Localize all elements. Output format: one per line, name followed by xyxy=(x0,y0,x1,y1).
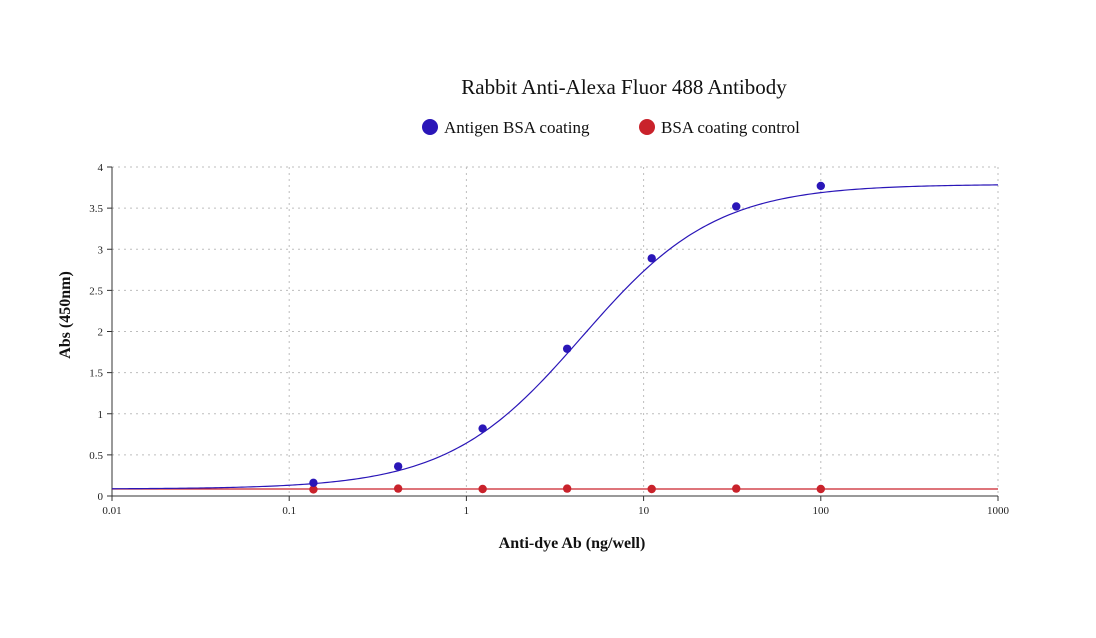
y-tick-label: 0 xyxy=(98,491,104,503)
data-point-bsa-control xyxy=(562,484,572,493)
data-point-bsa-control xyxy=(478,484,487,494)
y-tick-label: 4 xyxy=(98,162,104,174)
legend-marker-bsa-control xyxy=(639,119,655,135)
data-point-bsa-control xyxy=(647,484,656,494)
data-point-bsa-control xyxy=(309,485,318,494)
data-point-antigen-bsa xyxy=(816,181,825,191)
legend-item-bsa-control: BSA coating control xyxy=(639,118,800,137)
legend: Antigen BSA coating BSA coating control xyxy=(422,118,800,137)
y-axis-title: Abs (450nm) xyxy=(57,271,74,359)
data-point-bsa-control xyxy=(732,484,741,493)
x-tick-label: 1000 xyxy=(987,505,1010,517)
data-point-antigen-bsa xyxy=(478,424,487,433)
data-point-antigen-bsa xyxy=(393,462,403,471)
x-axis-title: Anti-dye Ab (ng/well) xyxy=(499,535,646,552)
tick-labels: 0.01 0.1 1 10 100 1000 0 0.5 1 1.5 2 2.5 3 3.5 4 xyxy=(89,162,1009,517)
legend-marker-antigen-bsa xyxy=(422,119,438,135)
data-point-bsa-control xyxy=(816,484,825,494)
data-point-bsa-control xyxy=(393,484,403,493)
legend-label-antigen-bsa: Antigen BSA coating xyxy=(444,118,590,137)
fit-curves xyxy=(111,184,999,490)
x-tick-label: 10 xyxy=(638,505,650,517)
y-tick-label: 3.5 xyxy=(89,203,103,215)
x-tick-label: 100 xyxy=(813,505,830,517)
data-point-antigen-bsa xyxy=(732,202,741,211)
legend-item-antigen-bsa: Antigen BSA coating xyxy=(422,118,590,137)
y-tick-label: 3 xyxy=(98,244,104,256)
x-tick-label: 0.1 xyxy=(282,505,296,517)
y-tick-label: 2 xyxy=(98,327,104,339)
data-point-antigen-bsa xyxy=(647,254,656,263)
axes xyxy=(107,166,999,501)
grid xyxy=(112,166,999,496)
x-tick-label: 1 xyxy=(464,505,470,517)
y-tick-label: 2.5 xyxy=(89,285,103,297)
data-points xyxy=(309,181,825,494)
data-point-antigen-bsa xyxy=(562,344,572,353)
legend-label-bsa-control: BSA coating control xyxy=(661,118,800,137)
fit-curve-antigen-bsa xyxy=(111,184,999,490)
data-point-antigen-bsa xyxy=(309,478,318,488)
chart-title: Rabbit Anti-Alexa Fluor 488 Antibody xyxy=(461,75,787,99)
y-tick-label: 0.5 xyxy=(89,450,103,462)
y-tick-label: 1 xyxy=(98,409,104,421)
x-tick-label: 0.01 xyxy=(102,505,121,517)
y-tick-label: 1.5 xyxy=(89,368,103,380)
